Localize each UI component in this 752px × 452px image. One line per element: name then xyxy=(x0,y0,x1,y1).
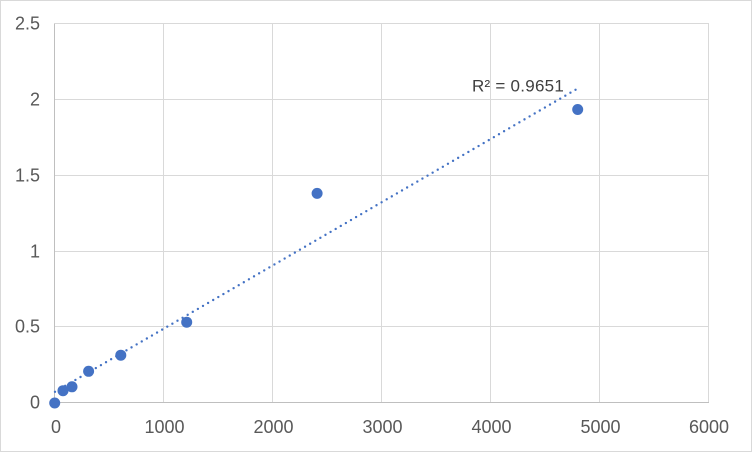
svg-text:2000: 2000 xyxy=(253,417,293,437)
svg-text:6000: 6000 xyxy=(689,417,729,437)
svg-text:0: 0 xyxy=(51,417,61,437)
svg-text:1: 1 xyxy=(30,242,40,262)
svg-text:3000: 3000 xyxy=(362,417,402,437)
svg-text:2.5: 2.5 xyxy=(15,14,40,34)
svg-text:4000: 4000 xyxy=(471,417,511,437)
svg-text:5000: 5000 xyxy=(580,417,620,437)
svg-text:1.5: 1.5 xyxy=(15,166,40,186)
svg-text:0.5: 0.5 xyxy=(15,317,40,337)
svg-text:0: 0 xyxy=(30,393,40,413)
svg-text:2: 2 xyxy=(30,90,40,110)
svg-text:1000: 1000 xyxy=(144,417,184,437)
svg-text:R² = 0.9651: R² = 0.9651 xyxy=(472,77,564,96)
